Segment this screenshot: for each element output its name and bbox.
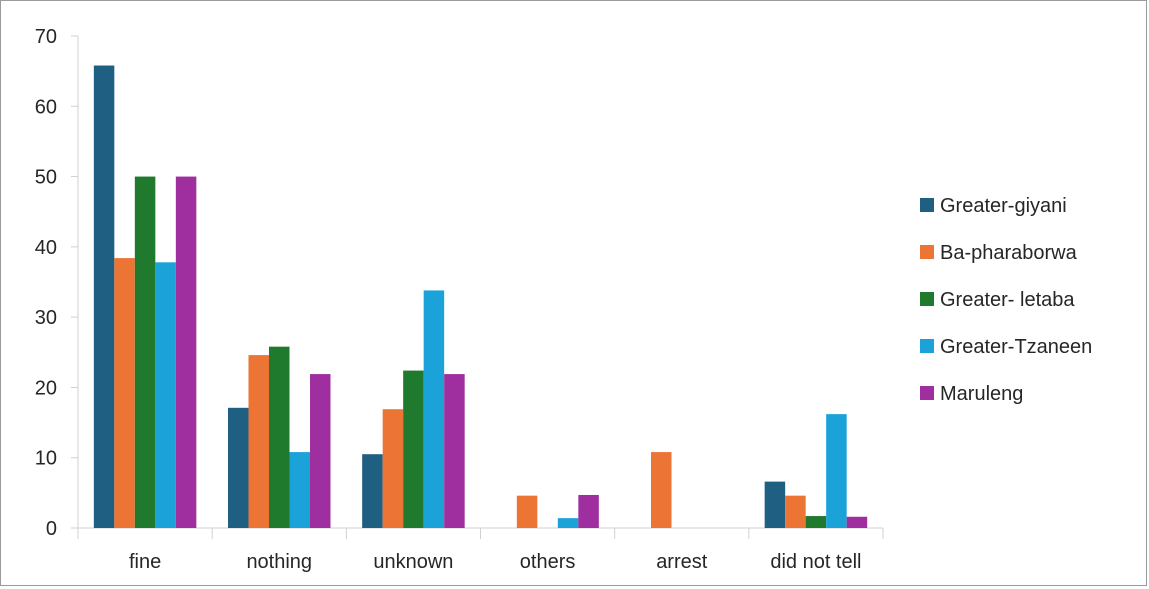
- y-tick-label: 30: [35, 307, 57, 329]
- legend-label: Greater-giyani: [940, 195, 1067, 217]
- legend-swatch: [920, 198, 934, 212]
- bar: [516, 495, 538, 528]
- x-tick-label: unknown: [373, 551, 453, 573]
- y-tick-label: 0: [46, 518, 57, 540]
- bar: [155, 262, 176, 528]
- bar: [310, 374, 331, 528]
- bar: [444, 374, 465, 528]
- x-tick-label: nothing: [246, 551, 312, 573]
- y-tick-label: 70: [35, 26, 57, 48]
- bar: [805, 516, 827, 528]
- bar: [785, 495, 806, 528]
- legend-swatch: [920, 386, 934, 400]
- bar: [403, 370, 424, 528]
- bar: [93, 65, 115, 529]
- legend-swatch: [920, 292, 934, 306]
- bar: [114, 258, 135, 528]
- legend-label: Greater- letaba: [940, 289, 1075, 311]
- bar: [423, 290, 445, 528]
- y-tick-label: 20: [35, 377, 57, 399]
- legend-swatch: [920, 339, 934, 353]
- bar: [362, 454, 383, 528]
- y-tick-label: 60: [35, 96, 57, 118]
- x-tick-label: arrest: [656, 551, 708, 573]
- bar: [578, 494, 599, 528]
- bar: [228, 407, 249, 528]
- bar: [557, 518, 579, 528]
- bar: [175, 176, 197, 529]
- bar: [764, 481, 786, 528]
- y-tick-label: 40: [35, 237, 57, 259]
- legend-swatch: [920, 245, 934, 259]
- x-tick-label: others: [520, 551, 576, 573]
- x-tick-label: fine: [129, 551, 161, 573]
- legend-label: Greater-Tzaneen: [940, 336, 1092, 358]
- bar: [134, 176, 156, 529]
- x-tick-label: did not tell: [770, 551, 861, 573]
- bar: [382, 409, 404, 528]
- bar: [248, 355, 269, 528]
- legend: Greater-giyani Ba-pharaborwa Greater- leta…: [920, 195, 1092, 405]
- x-axis: fine nothing unknown others arrest did not te…: [77, 527, 884, 573]
- bar: [826, 414, 847, 528]
- bar: [651, 452, 672, 528]
- legend-label: Ba-pharaborwa: [940, 242, 1078, 264]
- y-tick-label: 50: [35, 167, 57, 189]
- y-tick-label: 10: [35, 448, 57, 470]
- legend-label: Maruleng: [940, 383, 1023, 405]
- bar: [269, 346, 290, 528]
- bars: [93, 65, 868, 529]
- y-axis: 0 10 20 30 40 50 60 70: [35, 26, 79, 540]
- bar: [846, 516, 868, 528]
- bar: [289, 452, 310, 528]
